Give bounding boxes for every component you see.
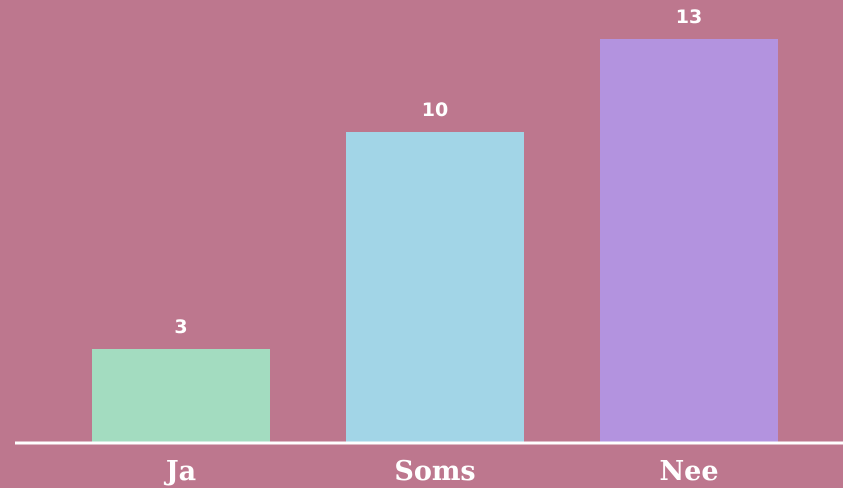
bar-soms <box>346 132 524 442</box>
bar-ja <box>92 349 270 442</box>
category-label-soms: Soms <box>394 456 475 487</box>
value-label-nee: 13 <box>676 6 702 28</box>
bars-group <box>92 39 778 442</box>
value-label-soms: 10 <box>422 99 448 121</box>
category-labels-group: Ja Soms Nee <box>164 456 719 487</box>
value-label-ja: 3 <box>174 316 187 338</box>
category-label-ja: Ja <box>164 456 196 487</box>
value-labels-group: 3 10 13 <box>174 6 702 338</box>
category-label-nee: Nee <box>659 456 718 487</box>
bar-nee <box>600 39 778 442</box>
